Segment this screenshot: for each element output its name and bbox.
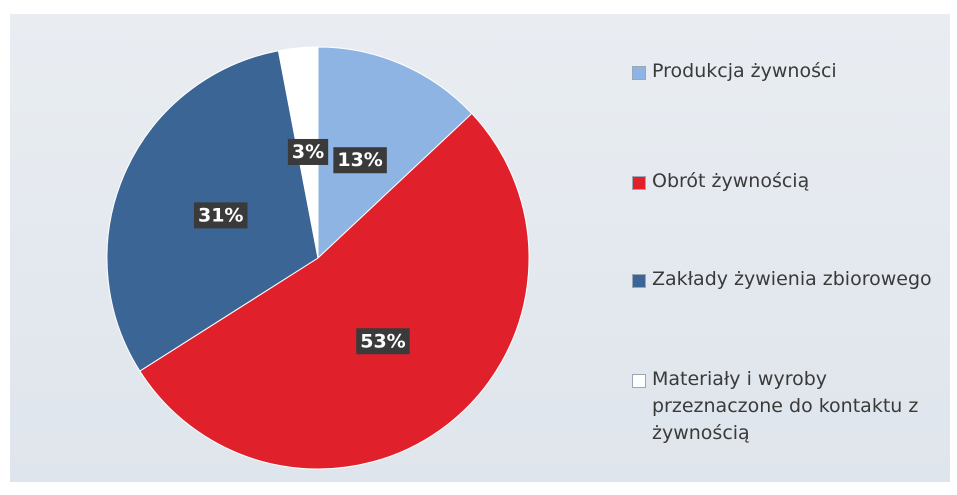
data-label: 13%	[337, 149, 382, 171]
legend-label: Produkcja żywności	[652, 60, 837, 82]
legend-label: Zakłady żywienia zbiorowego	[652, 268, 932, 290]
legend-label: Materiały i wyroby przeznaczone do konta…	[652, 368, 919, 444]
data-label-box	[333, 147, 387, 174]
data-label-group: 13%	[333, 147, 387, 174]
data-label-group: 31%	[193, 202, 248, 229]
pie-slice	[139, 112, 530, 470]
data-label: 31%	[198, 204, 243, 226]
data-label-box	[287, 138, 329, 165]
legend-swatch	[632, 176, 646, 190]
data-label-box	[193, 202, 248, 229]
legend-item: Materiały i wyroby przeznaczone do konta…	[632, 366, 942, 447]
legend-swatch	[632, 274, 646, 288]
legend-item: Produkcja żywności	[632, 58, 942, 85]
data-label: 53%	[360, 330, 405, 352]
data-label: 3%	[292, 141, 324, 163]
legend-item: Obrót żywnością	[632, 168, 942, 195]
legend-item: Zakłady żywienia zbiorowego	[632, 266, 942, 293]
legend-swatch	[632, 66, 646, 80]
legend-swatch	[632, 374, 646, 388]
legend-label: Obrót żywnością	[652, 170, 810, 192]
data-label-group: 3%	[287, 138, 329, 165]
pie-slice	[317, 46, 473, 260]
data-label-box	[356, 328, 410, 355]
data-label-group: 53%	[356, 328, 410, 355]
